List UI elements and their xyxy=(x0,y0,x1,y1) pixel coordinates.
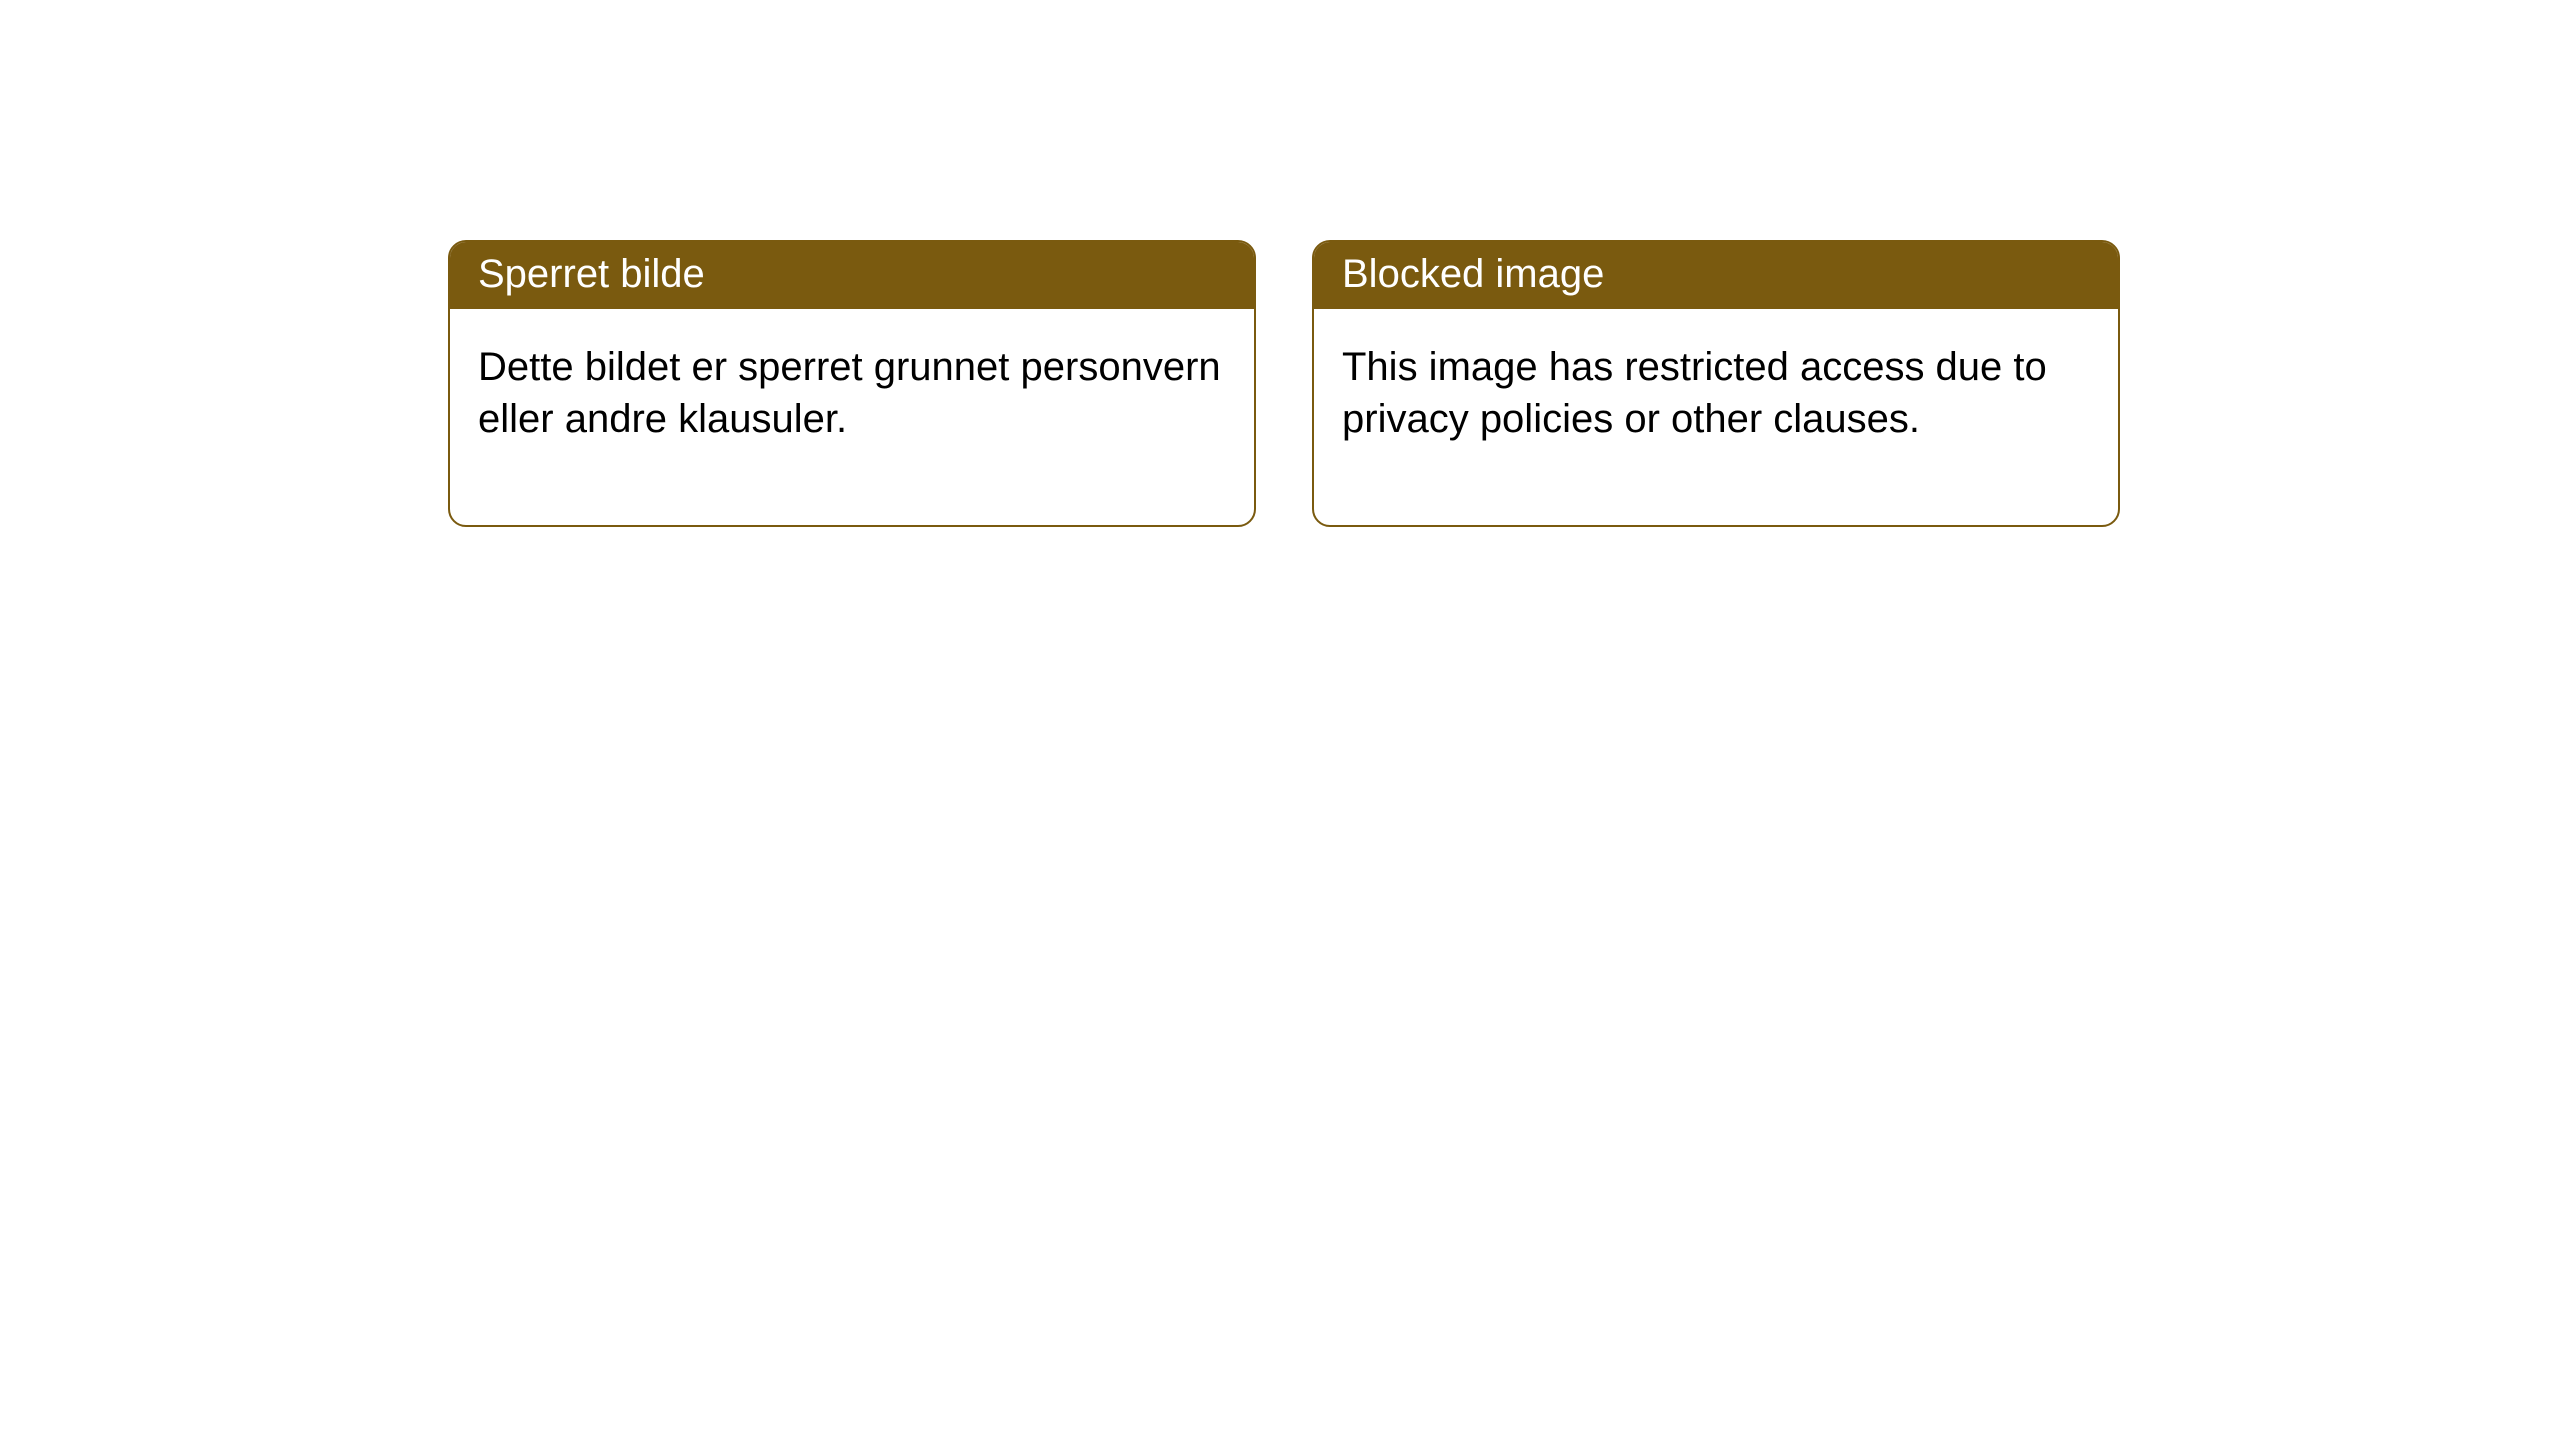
notice-card-norwegian: Sperret bilde Dette bildet er sperret gr… xyxy=(448,240,1256,527)
notice-title: Blocked image xyxy=(1342,252,1604,296)
notice-body: This image has restricted access due to … xyxy=(1314,309,2118,525)
notice-body: Dette bildet er sperret grunnet personve… xyxy=(450,309,1254,525)
notice-container: Sperret bilde Dette bildet er sperret gr… xyxy=(0,0,2560,527)
notice-header: Blocked image xyxy=(1314,242,2118,309)
notice-card-english: Blocked image This image has restricted … xyxy=(1312,240,2120,527)
notice-body-text: Dette bildet er sperret grunnet personve… xyxy=(478,345,1221,441)
notice-body-text: This image has restricted access due to … xyxy=(1342,345,2047,441)
notice-header: Sperret bilde xyxy=(450,242,1254,309)
notice-title: Sperret bilde xyxy=(478,252,705,296)
